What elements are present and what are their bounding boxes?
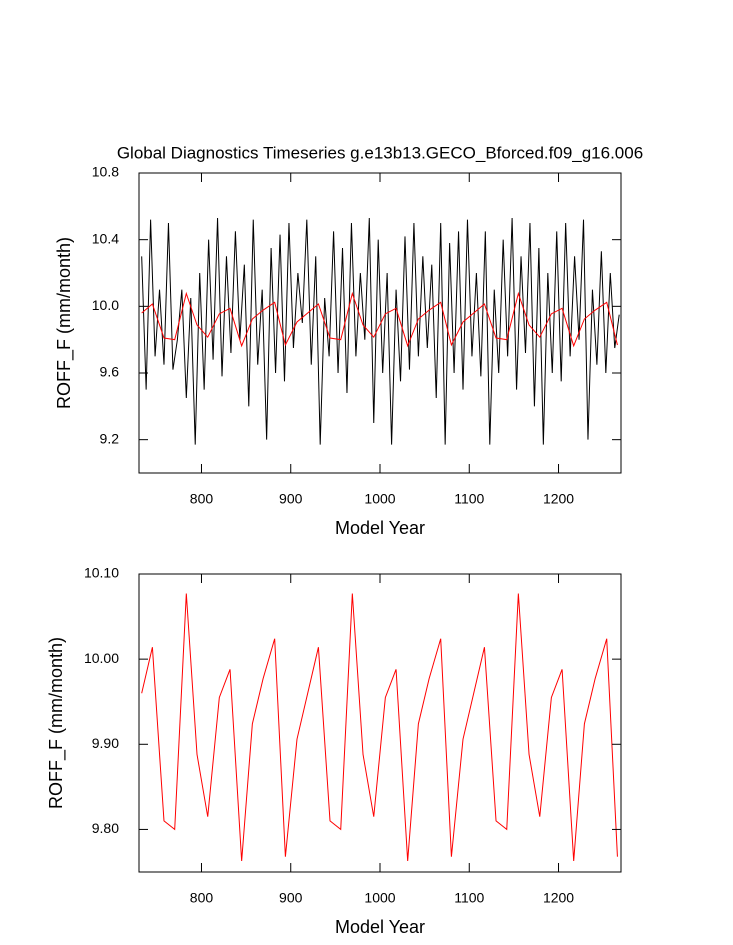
data-line <box>141 593 618 861</box>
x-axis-label: Model Year <box>335 917 425 937</box>
x-tick-label: 1100 <box>454 890 484 906</box>
x-tick-label: 1100 <box>454 491 484 507</box>
data-line <box>141 291 618 348</box>
x-axis-label: Model Year <box>335 518 425 538</box>
y-tick-label: 10.10 <box>84 565 119 581</box>
y-axis-label: ROFF_F (mm/month) <box>46 637 67 809</box>
y-tick-label: 9.2 <box>100 430 120 446</box>
y-tick-label: 10.4 <box>92 230 119 246</box>
x-tick-label: 800 <box>190 491 214 507</box>
y-tick-label: 10.8 <box>92 164 119 180</box>
y-tick-label: 9.90 <box>92 735 119 751</box>
y-tick-label: 9.80 <box>92 820 119 836</box>
y-axis-label: ROFF_F (mm/month) <box>54 237 75 409</box>
chart-title: Global Diagnostics Timeseries g.e13b13.G… <box>117 143 643 162</box>
x-tick-label: 1000 <box>364 890 395 906</box>
y-tick-label: 10.00 <box>84 650 119 666</box>
data-line <box>141 217 620 445</box>
x-tick-label: 1000 <box>364 491 395 507</box>
y-tick-label: 9.6 <box>100 364 120 380</box>
x-tick-label: 1200 <box>543 890 574 906</box>
y-tick-label: 10.0 <box>92 297 119 313</box>
x-tick-label: 1200 <box>543 491 574 507</box>
x-tick-label: 900 <box>279 890 303 906</box>
x-tick-label: 900 <box>279 491 303 507</box>
x-tick-label: 800 <box>190 890 214 906</box>
